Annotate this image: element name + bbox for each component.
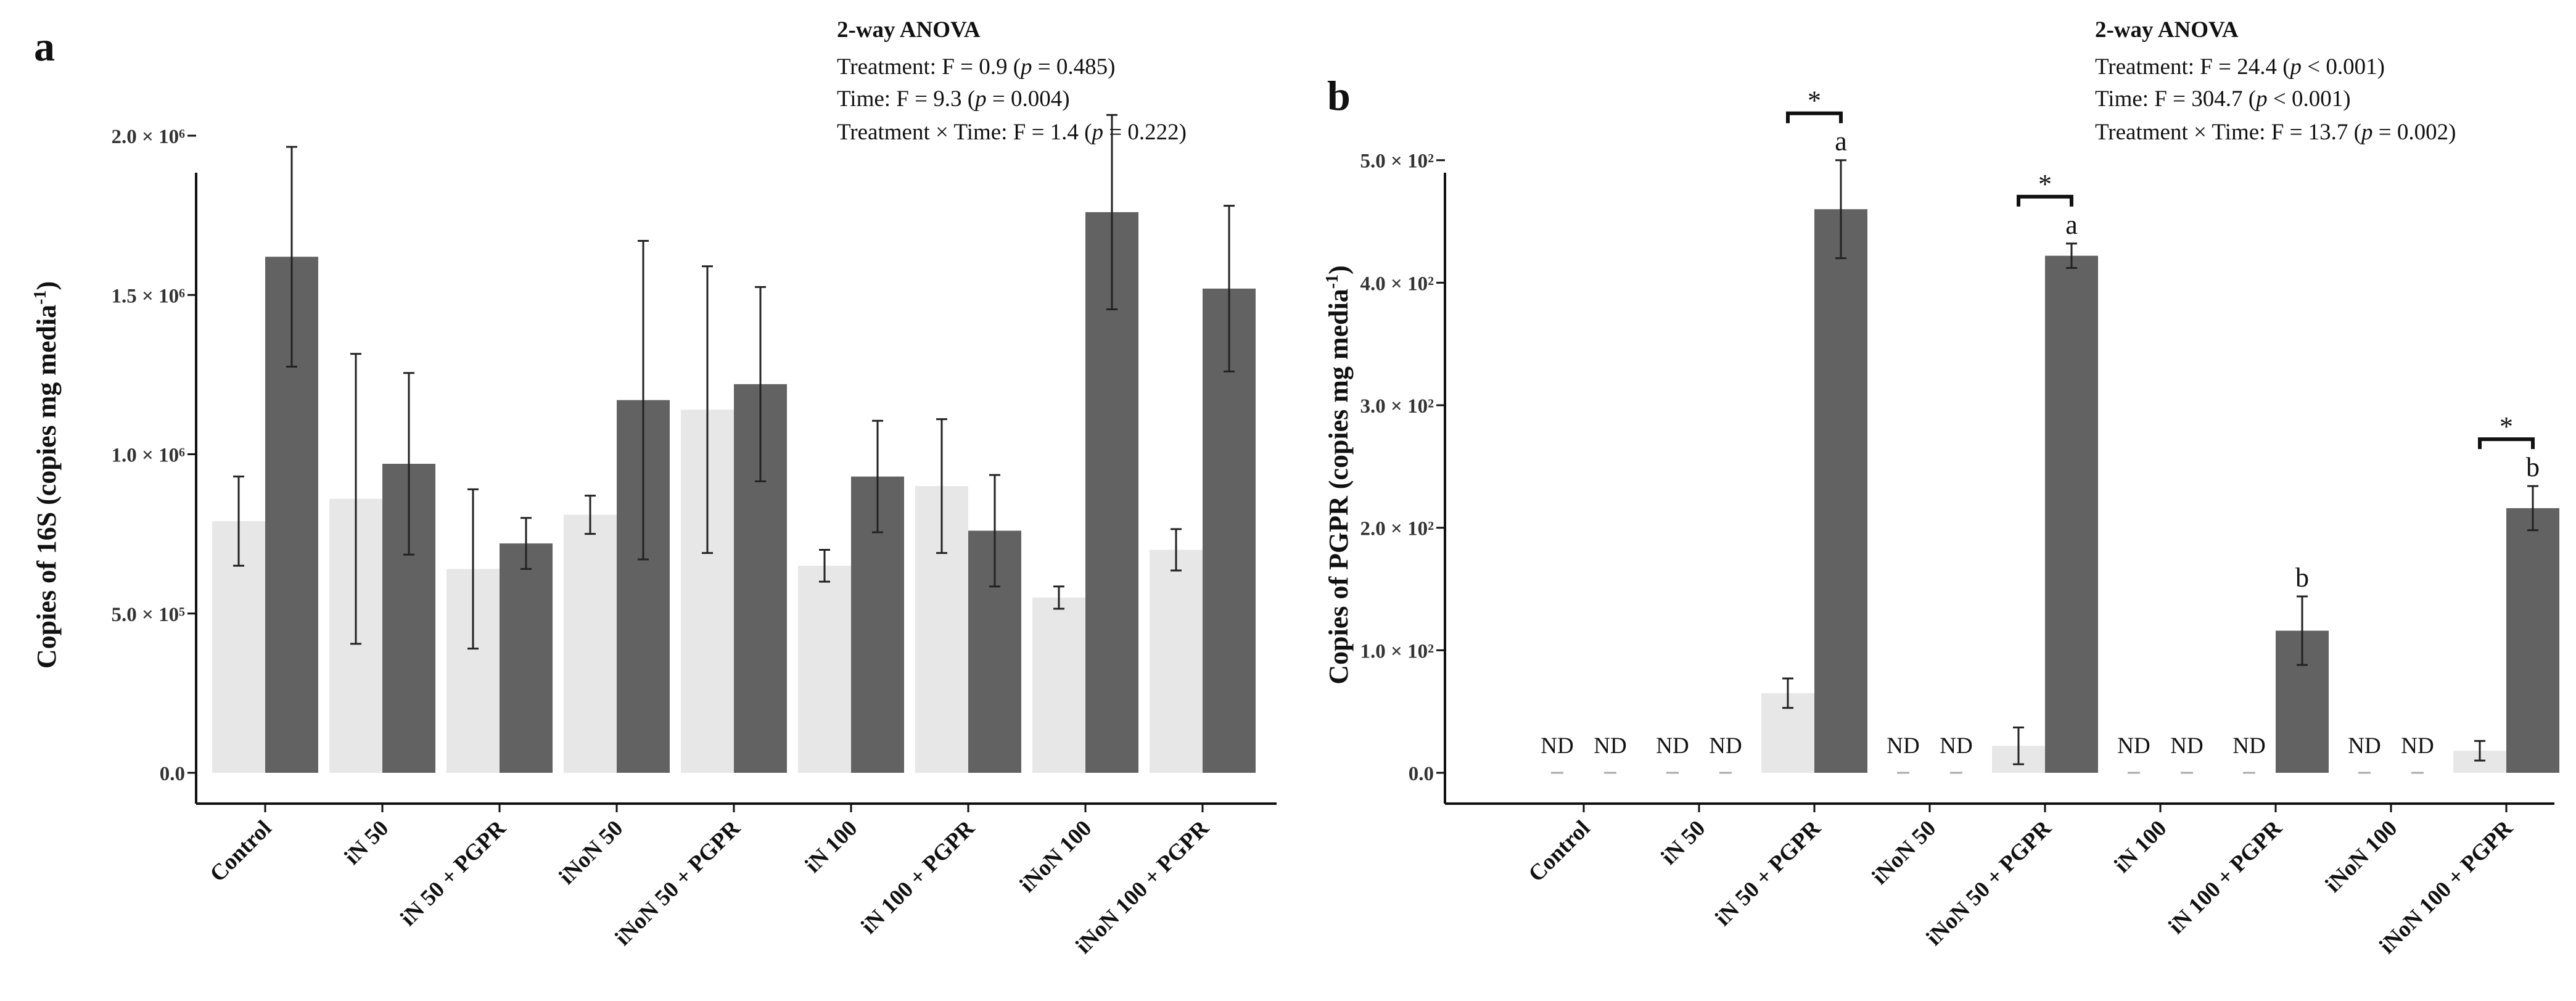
nd-label: ND (2232, 733, 2265, 759)
y-tick-label: 1.0 × 10⁶ (112, 445, 186, 467)
y-tick-label: 2.0 × 10⁶ (112, 126, 186, 148)
nd-label: ND (1656, 733, 1689, 759)
x-tick-label: iNoN 50 + PGPR (610, 815, 746, 950)
panel-letter: b (1327, 72, 1351, 119)
nd-label: ND (1887, 733, 1919, 759)
significance-star: * (2038, 169, 2052, 199)
anova-interaction: Treatment × Time: F = 1.4 (p = 0.222) (837, 120, 1187, 145)
y-axis-label: Copies of PGPR (copies mg media-1) (1323, 265, 1354, 685)
x-tick-label: iN 50 + PGPR (395, 815, 511, 931)
x-tick-label: iN 50 (340, 815, 394, 870)
plot-area: 0.0 1.0 × 10² 2.0 × 10² 3.0 × 10² 4.0 × 10² 5… (1360, 86, 2559, 958)
panel-a: a 2-way ANOVA Treatment: F = 0.9 (p = 0.… (31, 17, 1277, 958)
x-tick-label: iNoN 50 + PGPR (1921, 815, 2057, 950)
significance-letter: a (2065, 210, 2078, 240)
plot-area: 0.0 5.0 × 10⁵ 1.0 × 10⁶ 1.5 × 10⁶ 2.0 × 10⁶ C… (112, 113, 1277, 958)
anova-time: Time: F = 304.7 (p < 0.001) (2095, 86, 2351, 112)
x-tick-label: iN 50 (1656, 815, 1711, 870)
nd-label: ND (2348, 733, 2381, 759)
x-tick-label: iN 50 + PGPR (1710, 815, 1826, 931)
anova-interaction: Treatment × Time: F = 13.7 (p = 0.002) (2095, 120, 2456, 145)
bar-day-dark (2506, 508, 2559, 773)
y-tick-label: 1.5 × 10⁶ (112, 285, 186, 307)
nd-label: ND (2117, 733, 2150, 759)
bar-day-light (564, 514, 617, 773)
x-tick-label: iN 100 (2109, 815, 2171, 878)
x-tick-label: iN 100 (800, 815, 862, 878)
nd-label: ND (1541, 733, 1573, 759)
significance-letter: b (2526, 452, 2540, 482)
y-tick-label: 0.0 (1409, 763, 1434, 785)
significance-star: * (2500, 411, 2513, 442)
y-tick-label: 4.0 × 10² (1360, 273, 1434, 295)
significance-letter: b (2295, 562, 2309, 593)
nd-label: ND (2401, 733, 2434, 759)
y-tick-label: 5.0 × 10² (1360, 150, 1434, 173)
significance-bracket (2017, 194, 2073, 207)
x-tick-label: Control (205, 815, 277, 887)
nd-label: ND (2170, 733, 2203, 759)
anova-treatment: Treatment: F = 0.9 (p = 0.485) (837, 54, 1115, 80)
anova-box: 2-way ANOVA Treatment: F = 0.9 (p = 0.48… (837, 17, 1187, 145)
bar-day-dark (2045, 255, 2098, 773)
bar-day-light (1150, 550, 1203, 773)
x-tick-label: iN 100 + PGPR (856, 815, 980, 939)
significance-star: * (1808, 86, 1821, 116)
x-tick-label: iN 100 + PGPR (2163, 815, 2287, 939)
nd-label: ND (1940, 733, 1972, 759)
significance-bracket (2478, 437, 2535, 450)
anova-box: 2-way ANOVA Treatment: F = 24.4 (p < 0.0… (2095, 17, 2456, 145)
significance-bracket (1786, 111, 1843, 123)
bar-day-dark (500, 543, 553, 773)
y-tick-label: 3.0 × 10² (1360, 395, 1434, 418)
anova-title: 2-way ANOVA (2095, 17, 2239, 43)
bar-day-dark (1814, 209, 1867, 773)
y-tick-label: 1.0 × 10² (1360, 640, 1434, 662)
anova-title: 2-way ANOVA (837, 17, 981, 43)
anova-time: Time: F = 9.3 (p = 0.004) (837, 86, 1070, 112)
panel-letter: a (34, 23, 55, 70)
y-tick-label: 2.0 × 10² (1360, 518, 1434, 540)
nd-label: ND (1594, 733, 1626, 759)
anova-treatment: Treatment: F = 24.4 (p < 0.001) (2095, 54, 2385, 80)
y-tick-label: 0.0 (160, 763, 185, 785)
x-tick-label: Control (1524, 815, 1595, 887)
y-axis-label: Copies of 16S (copies mg media-1) (31, 281, 62, 669)
bar-day-light (798, 566, 851, 773)
y-tick-label: 5.0 × 10⁵ (112, 604, 186, 626)
bar-day-light (1032, 597, 1085, 773)
panel-b: b 2-way ANOVA Treatment: F = 24.4 (p < 0… (1323, 17, 2559, 958)
x-tick-label: iNoN 100 (1014, 815, 1097, 897)
x-tick-label: iNoN 50 (554, 815, 628, 889)
nd-label: ND (1709, 733, 1742, 759)
x-tick-label: iNoN 50 (1867, 815, 1941, 889)
x-tick-label: iNoN 100 (2320, 815, 2402, 897)
significance-letter: a (1835, 126, 1847, 157)
